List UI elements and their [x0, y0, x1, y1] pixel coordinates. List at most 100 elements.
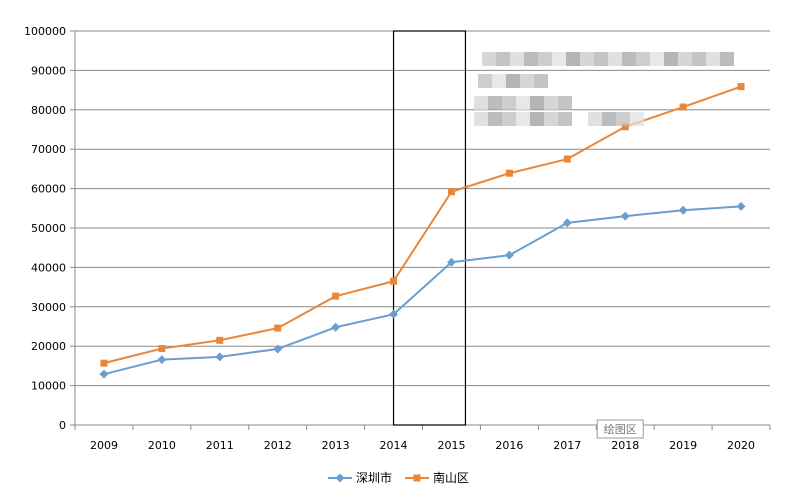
y-tick-label: 20000 [31, 340, 66, 353]
y-tick-label: 0 [59, 419, 66, 432]
annotation-label: 绘图区 [604, 422, 637, 436]
data-point [621, 123, 629, 131]
redacted-block [530, 112, 544, 126]
y-tick-label: 30000 [31, 301, 66, 314]
redacted-block [524, 52, 538, 66]
redacted-block [530, 96, 544, 110]
y-tick-label: 10000 [31, 380, 66, 393]
redacted-block [492, 74, 506, 88]
data-point [389, 309, 399, 319]
data-point [390, 277, 398, 285]
x-tick-label: 2010 [148, 439, 176, 452]
y-tick-label: 100000 [24, 25, 66, 38]
y-tick-label: 50000 [31, 222, 66, 235]
data-point [331, 322, 341, 332]
legend-label: 南山区 [433, 470, 469, 485]
highlight-box [392, 30, 467, 426]
redacted-block [650, 52, 664, 66]
redacted-block [502, 112, 516, 126]
data-point [563, 155, 571, 163]
series-line-1 [103, 85, 742, 365]
legend: 深圳市 南山区 [328, 470, 469, 485]
data-point [679, 103, 687, 111]
redacted-block [706, 52, 720, 66]
redacted-block [496, 52, 510, 66]
redacted-block [720, 52, 734, 66]
x-tick-label: 2011 [206, 439, 234, 452]
redacted-block [502, 96, 516, 110]
data-point [447, 188, 455, 196]
x-tick-label: 2013 [322, 439, 350, 452]
data-point [562, 218, 572, 228]
x-tick-label: 2018 [611, 439, 639, 452]
y-tick-label: 80000 [31, 104, 66, 117]
y-tick-label: 60000 [31, 183, 66, 196]
data-point [273, 344, 283, 354]
data-point [274, 324, 282, 332]
data-point [737, 83, 745, 91]
redacted-block [616, 112, 630, 126]
redacted-block [622, 52, 636, 66]
redacted-block [588, 112, 602, 126]
series-lines [99, 83, 746, 379]
redacted-block [474, 112, 488, 126]
data-point [332, 292, 340, 300]
x-tick-label: 2014 [380, 439, 408, 452]
data-point [504, 250, 514, 260]
redacted-block [580, 52, 594, 66]
data-point [158, 345, 166, 353]
redacted-block [544, 112, 558, 126]
redacted-block [510, 52, 524, 66]
x-tick-label: 2020 [727, 439, 755, 452]
data-point [736, 201, 746, 211]
redacted-block [474, 96, 488, 110]
redacted-block [664, 52, 678, 66]
y-tick-label: 40000 [31, 261, 66, 274]
x-tick-label: 2017 [553, 439, 581, 452]
redacted-block [608, 52, 622, 66]
x-tick-label: 2016 [495, 439, 523, 452]
redacted-block [482, 52, 496, 66]
axes: 0 10000 20000 30000 40000 50000 60000 70000 8000… [24, 25, 771, 452]
legend-label: 深圳市 [356, 470, 392, 485]
x-tick-label: 2015 [437, 439, 465, 452]
data-point [100, 359, 108, 367]
redacted-block [558, 96, 572, 110]
redacted-block [630, 112, 644, 126]
highlight-box [392, 30, 467, 426]
y-tick-label: 90000 [31, 64, 66, 77]
redacted-block [538, 52, 552, 66]
redacted-block [488, 96, 502, 110]
gridlines [75, 30, 770, 387]
redacted-block [544, 96, 558, 110]
redacted-block [552, 52, 566, 66]
legend-marker [335, 473, 345, 483]
redacted-block [558, 112, 572, 126]
x-tick-label: 2009 [90, 439, 118, 452]
data-point [620, 211, 630, 221]
redacted-block [594, 52, 608, 66]
redacted-block [516, 112, 530, 126]
data-point [157, 355, 167, 365]
redacted-block [534, 74, 548, 88]
redacted-text [474, 52, 734, 126]
redacted-block [520, 74, 534, 88]
annotations: 绘图区 [596, 419, 644, 439]
redacted-block [566, 52, 580, 66]
data-point [216, 336, 224, 344]
legend-marker [413, 474, 421, 482]
annotation-box [596, 419, 644, 439]
redacted-block [602, 112, 616, 126]
data-point [678, 205, 688, 215]
data-point [446, 257, 456, 267]
redacted-block [692, 52, 706, 66]
data-point [215, 352, 225, 362]
series-line-0 [103, 205, 742, 376]
redacted-block [488, 112, 502, 126]
redacted-block [516, 96, 530, 110]
redacted-block [636, 52, 650, 66]
y-tick-label: 70000 [31, 143, 66, 156]
redacted-block [506, 74, 520, 88]
